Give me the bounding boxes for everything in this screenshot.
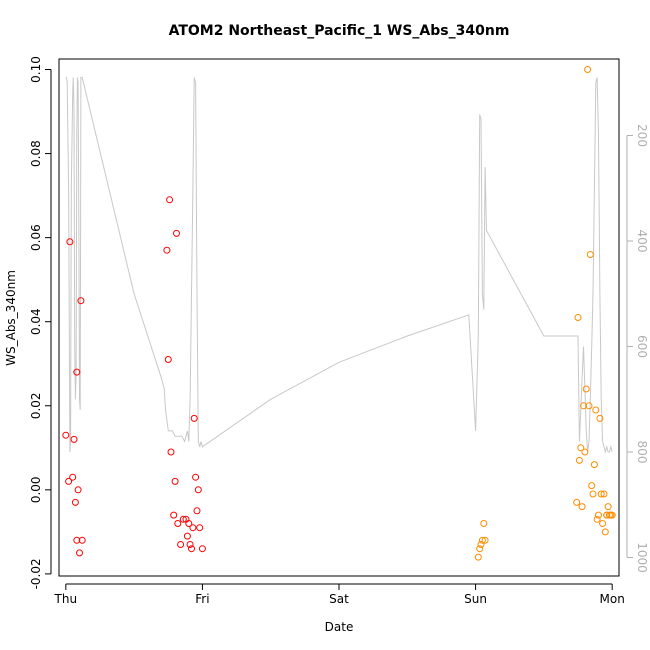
data-point bbox=[585, 402, 593, 410]
right-tick-label: 1000 bbox=[635, 542, 649, 573]
data-point bbox=[593, 515, 601, 523]
data-point bbox=[164, 356, 172, 363]
y-tick-label: -0.02 bbox=[29, 558, 43, 589]
data-point bbox=[476, 545, 484, 553]
data-point bbox=[589, 490, 597, 498]
data-point bbox=[481, 536, 489, 544]
x-tick-label: Mon bbox=[600, 592, 625, 606]
data-point bbox=[198, 545, 206, 553]
data-point bbox=[586, 251, 594, 258]
data-point bbox=[170, 511, 178, 519]
data-point bbox=[478, 536, 486, 544]
data-point bbox=[588, 482, 596, 490]
data-point bbox=[196, 524, 204, 532]
data-point bbox=[575, 456, 583, 464]
data-points bbox=[62, 66, 616, 561]
data-point bbox=[66, 238, 74, 246]
data-point bbox=[190, 414, 198, 422]
y-tick-label: 0.04 bbox=[29, 308, 43, 335]
data-point bbox=[188, 545, 195, 553]
data-point bbox=[62, 431, 70, 439]
data-point bbox=[599, 520, 607, 527]
right-tick-label: 600 bbox=[635, 335, 649, 358]
data-point bbox=[582, 385, 590, 393]
data-point bbox=[596, 414, 604, 422]
y-tick-label: 0.08 bbox=[29, 140, 43, 167]
data-point bbox=[193, 507, 201, 515]
data-point bbox=[171, 477, 179, 485]
x-axis: Thu Fri Sat Sun Mon bbox=[54, 583, 625, 606]
data-point bbox=[590, 461, 598, 469]
data-point bbox=[174, 520, 182, 527]
x-axis-label: Date bbox=[325, 620, 354, 634]
data-point bbox=[573, 498, 581, 506]
data-point bbox=[189, 524, 197, 532]
data-point bbox=[78, 536, 86, 544]
data-point bbox=[177, 541, 185, 548]
data-point bbox=[577, 444, 585, 452]
x-tick-label: Sat bbox=[329, 592, 349, 606]
data-point bbox=[186, 541, 194, 548]
x-tick-label: Thu bbox=[54, 592, 78, 606]
data-point bbox=[584, 66, 592, 73]
data-point bbox=[604, 503, 612, 511]
data-point bbox=[71, 498, 79, 506]
data-point bbox=[73, 536, 81, 544]
data-point bbox=[77, 297, 85, 305]
data-point bbox=[578, 503, 586, 511]
data-point bbox=[183, 532, 191, 540]
data-point bbox=[167, 448, 175, 456]
data-point bbox=[474, 553, 482, 561]
right-tick-label: 200 bbox=[635, 124, 649, 147]
data-point bbox=[76, 549, 83, 557]
plot-frame bbox=[58, 58, 620, 577]
right-axis-trace bbox=[65, 77, 613, 454]
data-point bbox=[574, 314, 582, 321]
data-point bbox=[480, 520, 488, 527]
data-point bbox=[581, 448, 589, 456]
y-tick-label: 0.10 bbox=[29, 56, 43, 83]
data-point bbox=[601, 528, 609, 536]
right-axis: 200 400 600 800 1000 bbox=[626, 124, 649, 573]
data-point bbox=[194, 486, 202, 494]
chart-title: ATOM2 Northeast_Pacific_1 WS_Abs_340nm bbox=[169, 23, 510, 39]
y-axis: -0.02 0.00 0.02 0.04 0.06 0.08 0.10 bbox=[29, 56, 52, 589]
data-point bbox=[185, 520, 193, 527]
data-point bbox=[74, 486, 82, 494]
data-point bbox=[65, 477, 73, 485]
y-axis-label: WS_Abs_340nm bbox=[4, 270, 18, 366]
trace-line-0 bbox=[65, 77, 613, 454]
data-point bbox=[179, 515, 187, 523]
data-point bbox=[70, 435, 78, 443]
data-point bbox=[173, 229, 180, 237]
data-point bbox=[597, 490, 605, 498]
y-tick-label: 0.02 bbox=[29, 392, 43, 419]
data-point bbox=[592, 406, 600, 414]
data-point bbox=[595, 511, 602, 519]
data-point bbox=[163, 246, 171, 254]
data-point bbox=[603, 511, 611, 519]
y-tick-label: 0.00 bbox=[29, 476, 43, 503]
data-point bbox=[600, 490, 608, 498]
data-point bbox=[73, 368, 81, 376]
right-tick-label: 800 bbox=[635, 441, 649, 464]
data-point bbox=[69, 473, 77, 481]
right-tick-label: 400 bbox=[635, 230, 649, 253]
data-point bbox=[192, 473, 200, 481]
x-tick-label: Fri bbox=[195, 592, 209, 606]
y-tick-label: 0.06 bbox=[29, 224, 43, 251]
x-tick-label: Sun bbox=[464, 592, 487, 606]
data-point bbox=[166, 196, 174, 204]
data-point bbox=[477, 541, 485, 548]
